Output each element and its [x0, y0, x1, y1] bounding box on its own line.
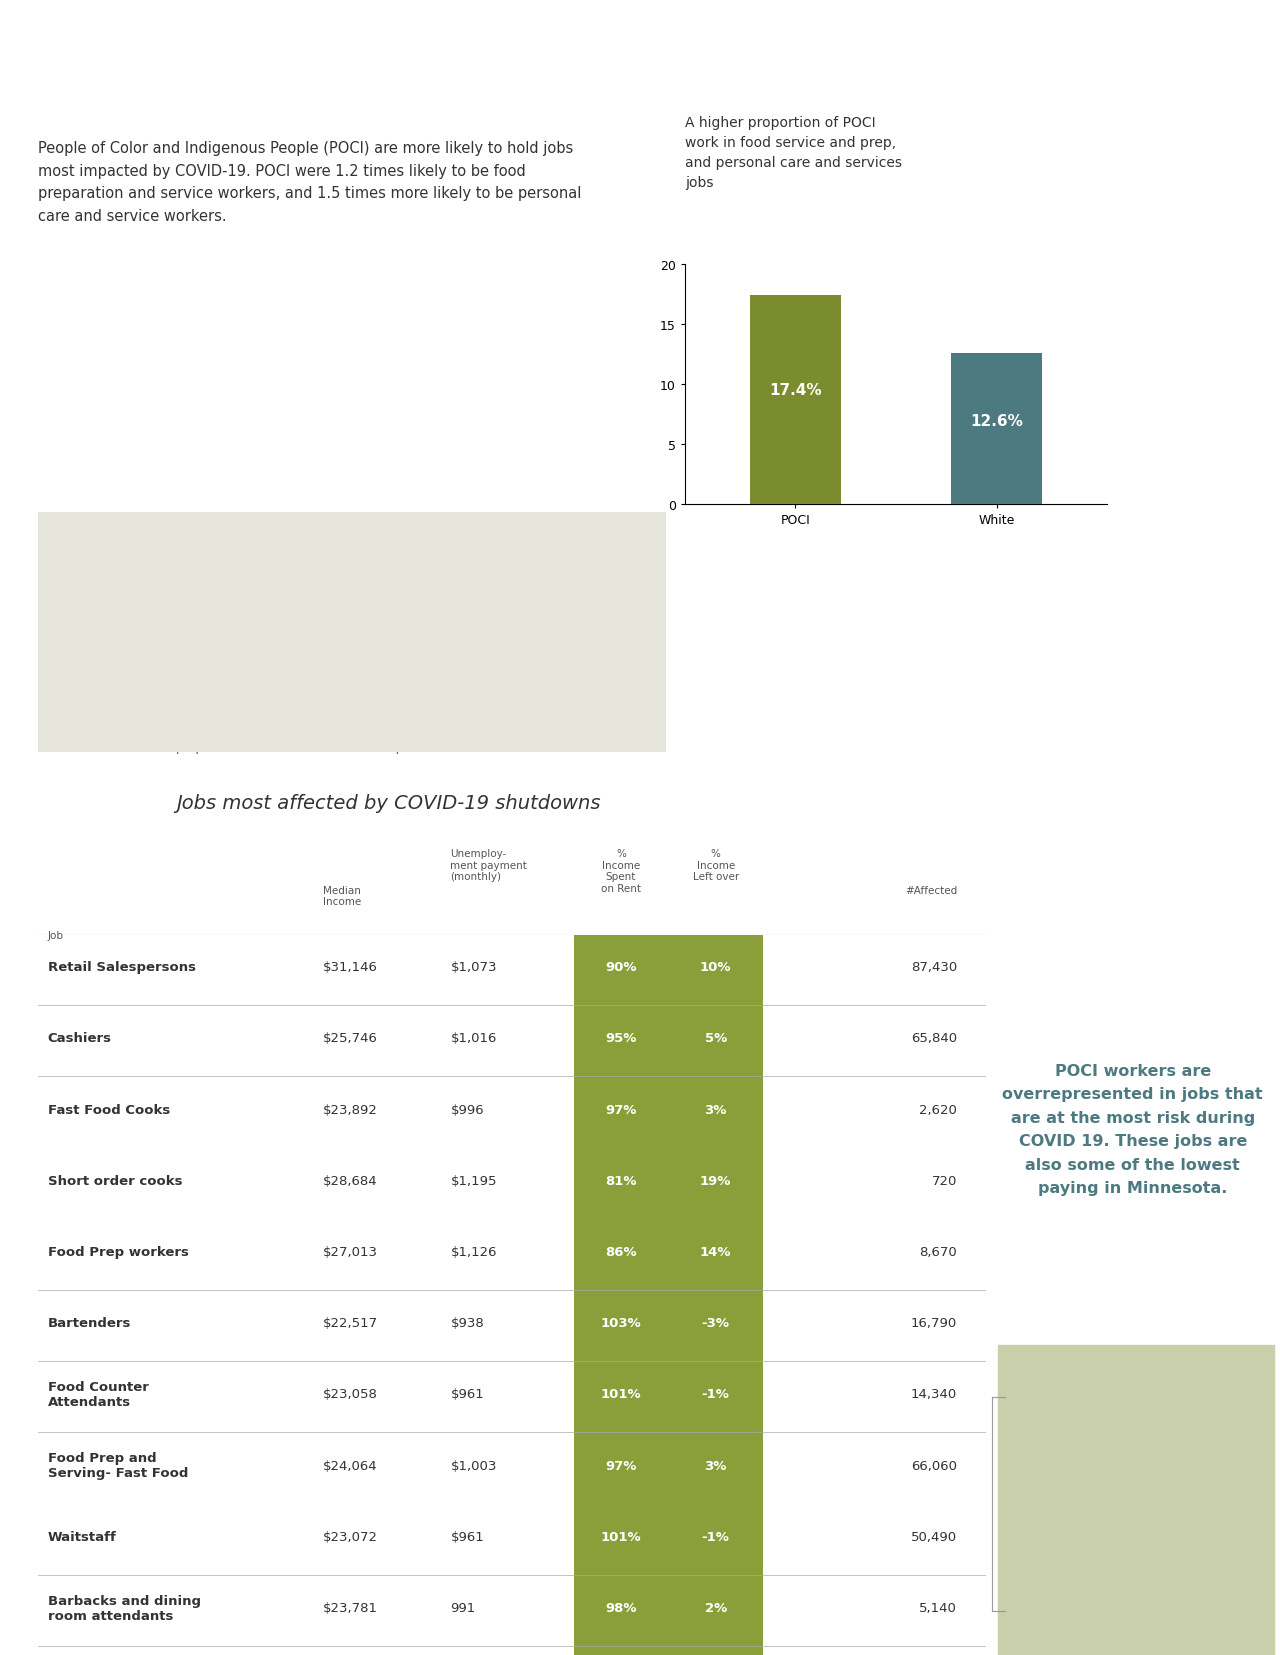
Text: 14%: 14%	[700, 1245, 731, 1258]
Text: -1%: -1%	[701, 1387, 730, 1400]
Text: $23,892: $23,892	[323, 1102, 378, 1115]
Text: 30,066: 30,066	[58, 525, 143, 544]
Bar	[573, 1647, 763, 1655]
Text: POCI workers are
overrepresented in jobs that
are at the most risk during
COVID : POCI workers are overrepresented in jobs…	[1002, 1063, 1263, 1195]
Bar	[573, 1504, 763, 1576]
Text: $24,064: $24,064	[323, 1458, 378, 1471]
Text: Barbacks and dining
room attendants: Barbacks and dining room attendants	[47, 1594, 201, 1622]
Text: Fast Food Cooks: Fast Food Cooks	[47, 1102, 170, 1115]
Text: 97%: 97%	[605, 1458, 636, 1471]
Text: 66,060: 66,060	[911, 1458, 957, 1471]
Text: 5,140: 5,140	[919, 1600, 957, 1614]
Text: Retail Salespersons: Retail Salespersons	[47, 960, 196, 973]
Text: $961: $961	[451, 1387, 484, 1400]
Text: 720: 720	[932, 1173, 957, 1187]
Text: 2,620: 2,620	[919, 1102, 957, 1115]
Text: A higher proportion of POCI
work in food service and prep,
and personal care and: A higher proportion of POCI work in food…	[685, 116, 902, 190]
Bar	[573, 1006, 763, 1077]
Text: -3%: -3%	[701, 1316, 730, 1329]
Text: $1,003: $1,003	[451, 1458, 497, 1471]
Text: 87,430: 87,430	[911, 960, 957, 973]
Bar	[573, 1291, 763, 1362]
Text: $961: $961	[451, 1529, 484, 1542]
Text: $23,072: $23,072	[323, 1529, 378, 1542]
Text: 97%: 97%	[605, 1102, 636, 1115]
Text: $1,073: $1,073	[451, 960, 497, 973]
Text: $1,195: $1,195	[451, 1173, 497, 1187]
Bar	[573, 935, 763, 1006]
Text: Short order cooks: Short order cooks	[47, 1173, 182, 1187]
Bar	[573, 1077, 763, 1149]
Text: 65,840: 65,840	[911, 1031, 957, 1044]
Text: 86%: 86%	[605, 1245, 636, 1258]
Bar	[951, 354, 1042, 505]
Bar	[750, 296, 841, 505]
Text: Food Prep and
Serving- Fast Food: Food Prep and Serving- Fast Food	[47, 1451, 188, 1480]
Text: $1,126: $1,126	[451, 1245, 497, 1258]
Text: Bartenders: Bartenders	[47, 1316, 132, 1329]
Text: Waitstaff: Waitstaff	[47, 1529, 116, 1542]
Bar	[573, 1433, 763, 1504]
Text: 17.4%: 17.4%	[769, 382, 822, 397]
Text: Food Counter
Attendants: Food Counter Attendants	[47, 1380, 148, 1408]
Text: POCI workers in Food prep and serving: POCI workers in Food prep and serving	[177, 652, 541, 670]
Text: 12.6%: 12.6%	[970, 414, 1023, 429]
Text: $938: $938	[451, 1316, 484, 1329]
Text: 5%: 5%	[704, 1031, 727, 1044]
Text: POCI workers in personal care and services: POCI workers in personal care and servic…	[177, 525, 582, 543]
Text: 2%: 2%	[704, 1600, 727, 1614]
Text: Jobs, Race, and COVID-19 in Minnesota: Jobs, Race, and COVID-19 in Minnesota	[28, 38, 762, 71]
Text: 14,340: 14,340	[911, 1387, 957, 1400]
Text: $22,517: $22,517	[323, 1316, 378, 1329]
Text: $25,746: $25,746	[323, 1031, 378, 1044]
Text: $996: $996	[451, 1102, 484, 1115]
Text: 95%: 95%	[605, 1031, 636, 1044]
Text: $31,146: $31,146	[323, 960, 378, 973]
Text: $23,781: $23,781	[323, 1600, 378, 1614]
Text: 3%: 3%	[704, 1458, 727, 1471]
Text: $27,013: $27,013	[323, 1245, 378, 1258]
Text: Unemploy-
ment payment
(monthly): Unemploy- ment payment (monthly)	[451, 849, 527, 882]
Bar	[573, 1362, 763, 1433]
Text: #Affected: #Affected	[905, 885, 957, 895]
Text: Cashiers: Cashiers	[47, 1031, 111, 1044]
Text: %
Income
Spent
on Rent: % Income Spent on Rent	[600, 849, 641, 894]
Text: 19%: 19%	[700, 1173, 731, 1187]
Text: $1,016: $1,016	[451, 1031, 497, 1044]
Text: 10%: 10%	[700, 960, 731, 973]
Text: 98%: 98%	[605, 1600, 636, 1614]
Text: 81%: 81%	[605, 1173, 636, 1187]
Text: 3%: 3%	[704, 1102, 727, 1115]
Bar	[573, 1220, 763, 1291]
Bar	[573, 1149, 763, 1220]
Text: %
Income
Left over: % Income Left over	[692, 849, 739, 882]
Text: Jobs most affected by COVID-19 shutdowns: Jobs most affected by COVID-19 shutdowns	[177, 793, 600, 813]
Text: 101%: 101%	[600, 1529, 641, 1542]
Text: For some of these jobs, a
worker's entire
unemployment insurance
income would be: For some of these jobs, a worker's entir…	[1046, 1455, 1226, 1554]
Text: Food Prep workers: Food Prep workers	[47, 1245, 188, 1258]
Text: Includes: services related to an individual's physical care,
including cosmetic,: Includes: services related to an individ…	[177, 581, 531, 629]
Text: 101%: 101%	[600, 1387, 641, 1400]
Text: Includes: chefs, fast food cooks, cafeteria workers,
bartenders, baristas, serve: Includes: chefs, fast food cooks, cafete…	[177, 705, 500, 755]
Text: 37,712: 37,712	[58, 652, 143, 672]
Text: 50,490: 50,490	[911, 1529, 957, 1542]
Text: Median
Income: Median Income	[323, 885, 361, 907]
Text: -1%: -1%	[701, 1529, 730, 1542]
Bar	[573, 1576, 763, 1647]
Text: 90%: 90%	[605, 960, 636, 973]
Text: Job: Job	[47, 930, 64, 940]
Text: $23,058: $23,058	[323, 1387, 378, 1400]
Text: 103%: 103%	[600, 1316, 641, 1329]
Text: $28,684: $28,684	[323, 1173, 378, 1187]
Text: People of Color and Indigenous People (POCI) are more likely to hold jobs
most i: People of Color and Indigenous People (P…	[38, 141, 582, 223]
Text: 16,790: 16,790	[911, 1316, 957, 1329]
Text: 991: 991	[451, 1600, 476, 1614]
Text: 8,670: 8,670	[919, 1245, 957, 1258]
